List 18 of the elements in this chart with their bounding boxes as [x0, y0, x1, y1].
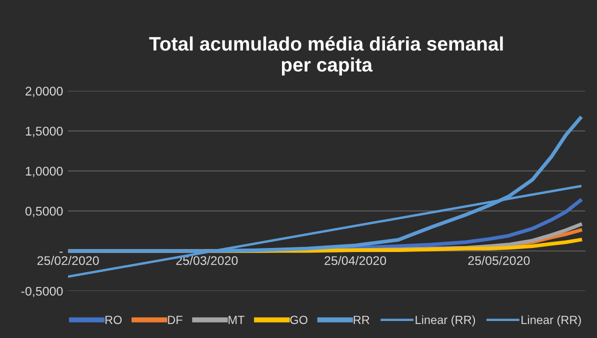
legend-label: Linear (RR) [416, 315, 476, 326]
y-tick-label: - [60, 252, 63, 253]
legend-label: Linear (RR) [522, 315, 581, 326]
legend-label: RO [106, 316, 122, 324]
y-tick-label: 2,0000 [26, 86, 63, 98]
legend-label: DF [168, 316, 182, 324]
y-tick-label: 0,5000 [25, 206, 63, 218]
chart-title: Total acumulado média diária semanal per capita [149, 36, 503, 76]
x-tick-label: 25/05/2020 [468, 256, 530, 266]
y-tick-label: 1,5000 [26, 126, 63, 138]
x-tick-label: 25/03/2020 [176, 256, 238, 266]
x-tick-label: 25/02/2020 [37, 256, 99, 266]
legend-label: GO [290, 316, 308, 324]
y-tick-label: -0,5000 [21, 286, 63, 298]
y-tick-label: 1,0000 [26, 166, 63, 178]
x-tick-label: 25/04/2020 [324, 256, 386, 266]
legend-label: RR [354, 316, 370, 324]
legend-label: MT [228, 316, 244, 324]
